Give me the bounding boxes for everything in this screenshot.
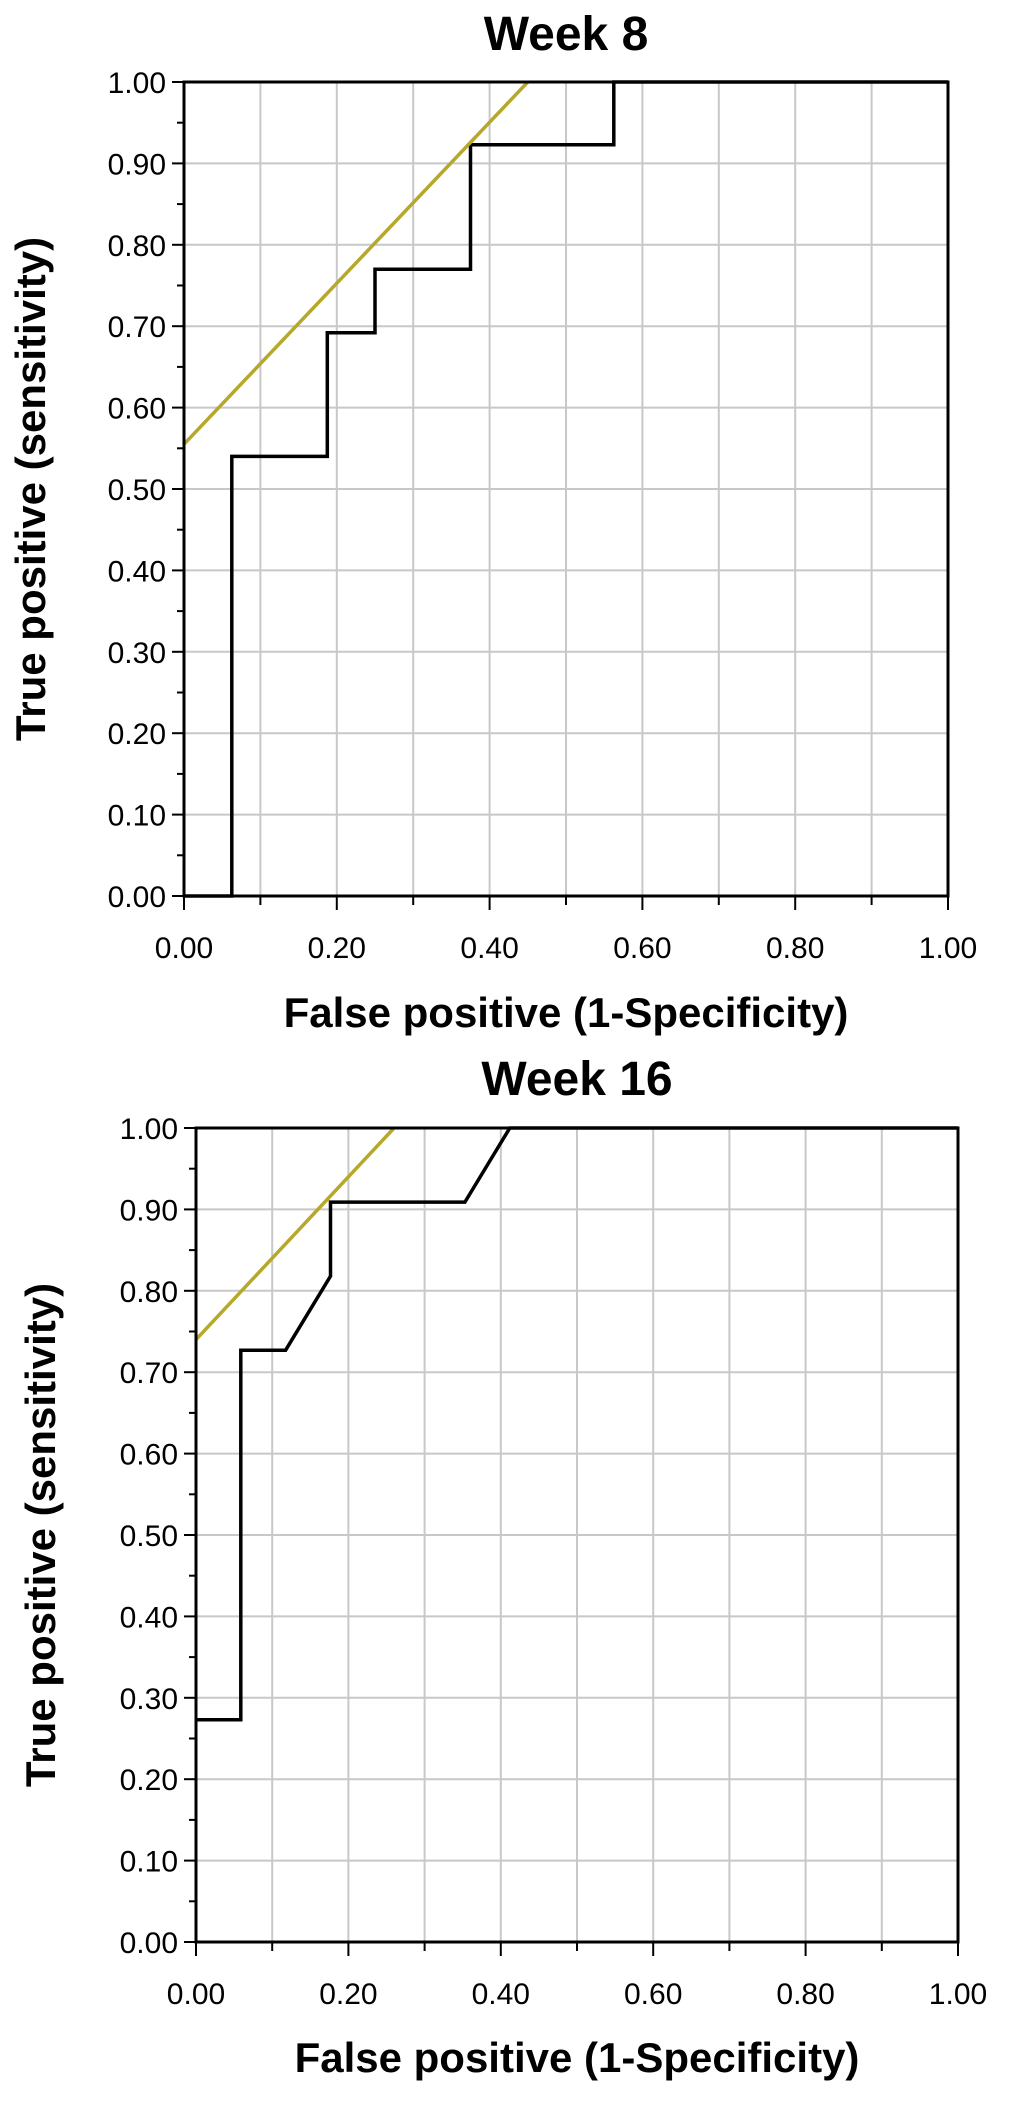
y-tick-label: 0.40 (108, 555, 166, 588)
y-tick-label: 0.40 (120, 1601, 178, 1634)
x-axis-label: False positive (1-Specificity) (295, 2034, 860, 2081)
plot-frame (182, 80, 950, 898)
y-tick-label: 0.00 (108, 881, 166, 914)
y-tick-label: 0.20 (108, 718, 166, 751)
roc-curve (184, 80, 948, 898)
plot-frame (194, 1126, 960, 1944)
x-tick-label: 0.00 (155, 932, 213, 965)
x-tick-label: 0.60 (613, 932, 671, 965)
y-tick-label: 0.60 (108, 393, 166, 426)
y-tick-label: 0.80 (120, 1276, 178, 1309)
y-tick-label: 0.20 (120, 1764, 178, 1797)
x-tick-label: 0.60 (624, 1978, 682, 2011)
x-axis-label: False positive (1-Specificity) (284, 989, 849, 1036)
y-tick-label: 0.50 (108, 474, 166, 507)
x-tick-label: 0.80 (766, 932, 824, 965)
x-tick-label: 0.20 (319, 1978, 377, 2011)
y-tick-label: 0.00 (120, 1927, 178, 1960)
y-tick-label: 0.30 (108, 637, 166, 670)
grid (196, 1128, 958, 1942)
y-axis-label: True positive (sensitivity) (17, 1283, 64, 1787)
y-tick-label: 0.90 (108, 148, 166, 181)
tick-marks (172, 81, 949, 910)
x-tick-label: 1.00 (929, 1978, 987, 2011)
y-tick-label: 0.10 (108, 800, 166, 833)
x-tick-label: 0.40 (472, 1978, 530, 2011)
x-tick-label: 0.20 (308, 932, 366, 965)
y-tick-label: 1.00 (120, 1113, 178, 1146)
x-tick-label: 1.00 (919, 932, 977, 965)
y-tick-label: 0.10 (120, 1846, 178, 1879)
y-tick-label: 0.70 (120, 1357, 178, 1390)
y-tick-label: 0.30 (120, 1683, 178, 1716)
grid (184, 82, 948, 896)
week-16-roc-panel: 0.00 0.10 0.20 0.30 0.40 0.50 0.60 0.70 0.80 0.90… (17, 1053, 987, 2081)
y-tick-label: 0.50 (120, 1520, 178, 1553)
x-tick-label: 0.80 (776, 1978, 834, 2011)
roc-curve (196, 1126, 958, 1722)
tick-marks (184, 1127, 959, 1956)
chart-title: Week 8 (484, 8, 649, 61)
y-tick-label: 0.80 (108, 230, 166, 263)
y-axis-label: True positive (sensitivity) (7, 237, 54, 741)
y-tick-label: 0.60 (120, 1439, 178, 1472)
tangent-line (182, 80, 530, 446)
x-tick-label: 0.00 (167, 1978, 225, 2011)
y-tick-label: 1.00 (108, 67, 166, 100)
tangent-line (194, 1126, 396, 1341)
week-8-roc-panel: 0.00 0.10 0.20 0.30 0.40 0.50 0.60 0.70 0.80 0.90… (7, 8, 977, 1036)
chart-title: Week 16 (481, 1053, 672, 1106)
y-tick-label: 0.90 (120, 1194, 178, 1227)
x-tick-label: 0.40 (460, 932, 518, 965)
y-tick-label: 0.70 (108, 311, 166, 344)
